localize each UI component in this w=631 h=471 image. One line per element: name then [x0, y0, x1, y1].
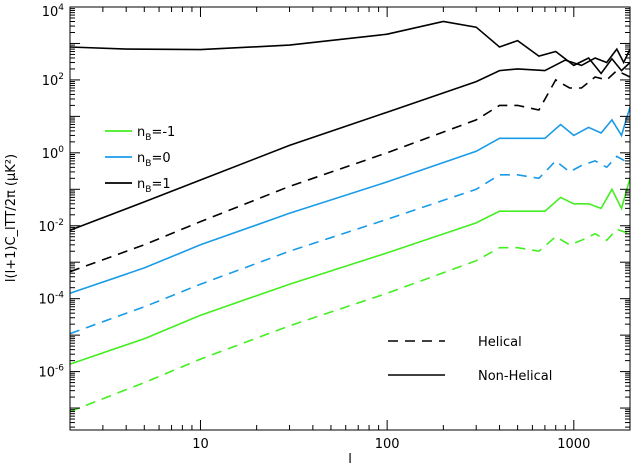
y-tick-label: 100 — [42, 145, 65, 162]
y-tick-labels: 10-6 10-4 10-2 100 102 104 — [38, 3, 64, 381]
legend-style: Helical Non-Helical — [388, 335, 552, 384]
ticks — [69, 6, 631, 430]
x-tick-label: 1000 — [557, 437, 590, 452]
x-tick-labels: 10 100 1000 — [192, 437, 590, 452]
series-line-1 — [69, 47, 631, 232]
x-axis-label: l — [348, 452, 352, 467]
legend-label-0: nB=-1 — [137, 125, 175, 143]
legend-style-label-1: Non-Helical — [478, 369, 552, 384]
y-tick-label: 10-2 — [38, 218, 64, 235]
curves — [69, 20, 631, 413]
series-line-6 — [69, 228, 631, 413]
legend-style-label-0: Helical — [478, 335, 522, 350]
y-tick-label: 102 — [42, 72, 64, 89]
legend-label-1: nB=0 — [137, 151, 171, 169]
x-tick-label: 10 — [192, 437, 209, 452]
plot-frame — [69, 6, 631, 431]
series-line-4 — [69, 155, 631, 335]
x-tick-label: 100 — [375, 437, 400, 452]
series-line-3 — [69, 106, 631, 295]
legend-color: nB=-1 nB=0 nB=1 — [105, 125, 175, 195]
series-line-0 — [69, 20, 631, 75]
y-tick-label: 10-6 — [38, 364, 64, 381]
series-line-2 — [69, 69, 631, 273]
legend-label-2: nB=1 — [137, 177, 171, 195]
series-line-5 — [69, 178, 631, 365]
y-axis-label: l(l+1)C_lTT/2π (μK²) — [4, 154, 19, 282]
y-tick-label: 104 — [42, 3, 65, 20]
y-tick-label: 10-4 — [38, 291, 64, 308]
